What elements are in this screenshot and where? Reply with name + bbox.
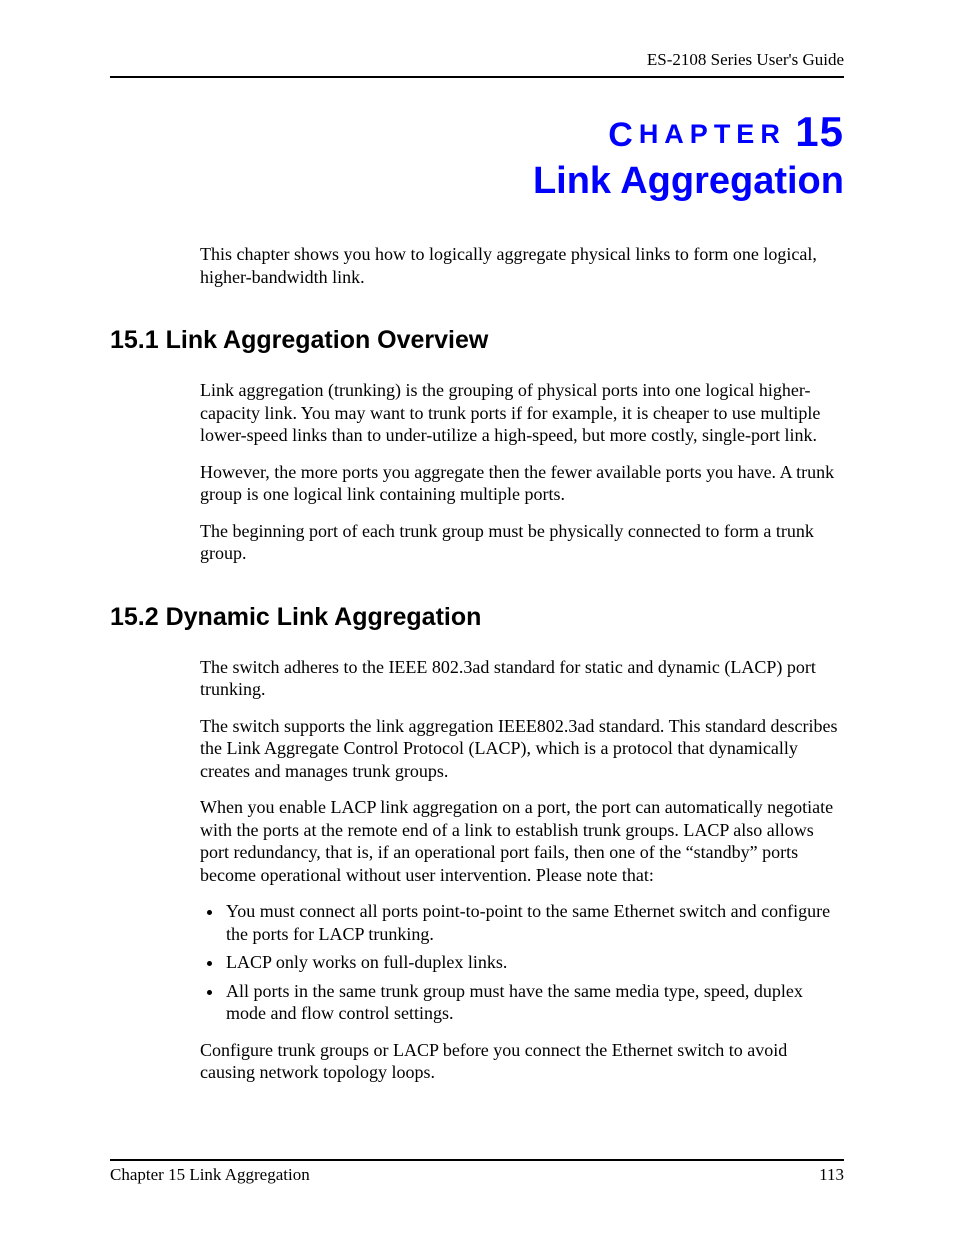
body-paragraph: Configure trunk groups or LACP before yo…: [200, 1039, 844, 1084]
chapter-number: 15: [795, 108, 844, 155]
chapter-label-first-letter: C: [608, 116, 639, 154]
chapter-heading-block: CHAPTER 15 Link Aggregation: [110, 108, 844, 203]
page-footer: Chapter 15 Link Aggregation 113: [110, 1159, 844, 1185]
chapter-title: Link Aggregation: [110, 160, 844, 203]
section-heading-15-1: 15.1 Link Aggregation Overview: [110, 326, 844, 355]
bullet-item: You must connect all ports point-to-poin…: [224, 900, 844, 945]
chapter-label-line: CHAPTER 15: [110, 108, 844, 156]
section-15-1-body: Link aggregation (trunking) is the group…: [200, 379, 844, 565]
bullet-item: LACP only works on full-duplex links.: [224, 951, 844, 974]
running-header: ES-2108 Series User's Guide: [110, 50, 844, 70]
footer-chapter-label: Chapter 15 Link Aggregation: [110, 1165, 310, 1185]
body-paragraph: The switch adheres to the IEEE 802.3ad s…: [200, 656, 844, 701]
footer-page-number: 113: [819, 1165, 844, 1185]
intro-paragraph: This chapter shows you how to logically …: [200, 243, 844, 288]
chapter-label-rest: HAPTER: [639, 119, 786, 149]
body-paragraph: The switch supports the link aggregation…: [200, 715, 844, 783]
section-15-2-body: The switch adheres to the IEEE 802.3ad s…: [200, 656, 844, 1084]
body-paragraph: When you enable LACP link aggregation on…: [200, 796, 844, 886]
body-paragraph: The beginning port of each trunk group m…: [200, 520, 844, 565]
page: ES-2108 Series User's Guide CHAPTER 15 L…: [0, 0, 954, 1235]
header-rule: [110, 76, 844, 78]
intro-block: This chapter shows you how to logically …: [200, 243, 844, 288]
footer-rule: [110, 1159, 844, 1161]
section-heading-15-2: 15.2 Dynamic Link Aggregation: [110, 603, 844, 632]
body-paragraph: Link aggregation (trunking) is the group…: [200, 379, 844, 447]
bullet-item: All ports in the same trunk group must h…: [224, 980, 844, 1025]
body-paragraph: However, the more ports you aggregate th…: [200, 461, 844, 506]
bullet-list: You must connect all ports point-to-poin…: [200, 900, 844, 1025]
